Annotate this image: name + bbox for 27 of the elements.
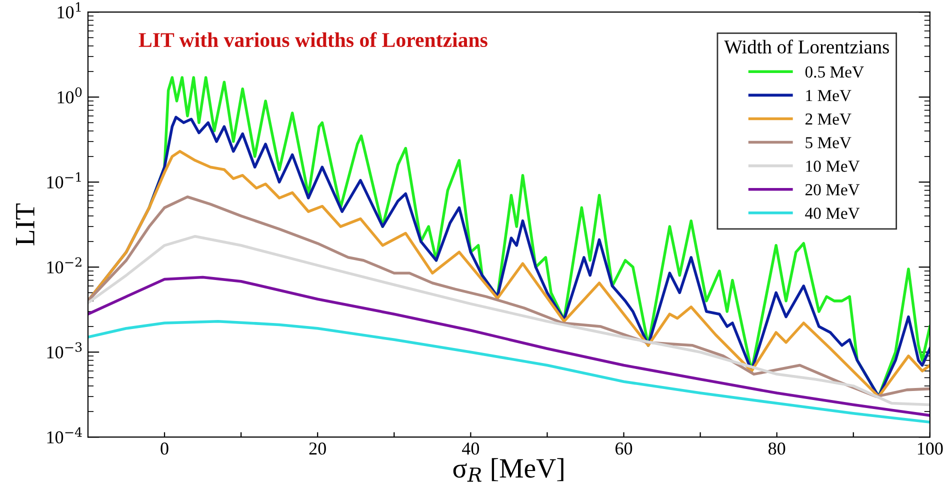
legend-label: 40 MeV: [805, 208, 860, 220]
legend-label: 5 MeV: [806, 137, 852, 148]
x-tick-label: 20: [309, 442, 326, 455]
line-series: [88, 195, 930, 398]
line-series: [88, 234, 930, 406]
y-tick-label: 10$^{−1}$: [47, 172, 81, 188]
y-tick-label: 10$^{−4}$: [47, 427, 82, 444]
y-tick-label: 10$^{0}$: [58, 87, 82, 104]
line-series: [88, 276, 930, 417]
y-tick-label: 10$^{−2}$: [47, 257, 82, 274]
x-tick-label: 0: [160, 442, 168, 455]
x-axis-title: σ$_{R}$ [MeV]: [453, 458, 564, 482]
y-tick-label: 10$^{−3}$: [47, 342, 82, 358]
y-tick-label: 10$^{1}$: [58, 2, 81, 18]
legend-label: 1 MeV: [806, 90, 852, 102]
legend-label: 0.5 MeV: [805, 66, 864, 78]
line-series: [88, 320, 930, 424]
annotation: LIT with various widths of Lorentzians: [138, 32, 488, 48]
legend-title: Width of Lorentzians: [724, 40, 889, 54]
legend-label: 2 MeV: [806, 114, 852, 125]
y-axis-title: LIT: [16, 203, 34, 246]
x-tick-label: 40: [462, 442, 480, 455]
x-tick-label: 60: [616, 442, 632, 455]
legend-label: 20 MeV: [806, 184, 860, 196]
x-tick-label: 80: [768, 442, 786, 455]
x-tick-label: 100: [918, 442, 943, 455]
legend-label: 10 MeV: [806, 160, 860, 172]
